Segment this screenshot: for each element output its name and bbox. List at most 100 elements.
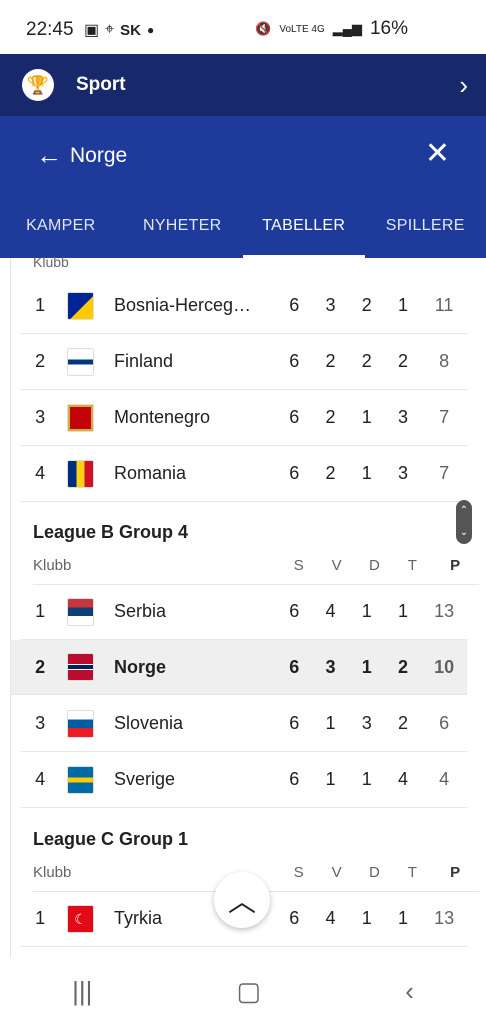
tab-tabeller[interactable]: TABELLER (243, 202, 365, 258)
team-name: Montenegro (113, 407, 211, 427)
rank: 2 (35, 351, 46, 371)
status-bar: 22:45 ▣ ⌖ SK ● 🔇 VoLTE 4G ▂▄▆ 16% (0, 0, 486, 54)
montenegro-flag-icon (67, 403, 94, 432)
battery-label: 16% (369, 18, 408, 39)
tab-nyheter[interactable]: NYHETER (142, 217, 222, 234)
chevron-up-icon: ︿ (227, 886, 256, 917)
carrier-label: SK (120, 21, 141, 39)
stat-d: 1 (361, 601, 372, 621)
tab-spillere[interactable]: SPILLERE (385, 217, 465, 234)
serbia-flag-icon (67, 597, 94, 626)
stat-d: 2 (361, 295, 372, 315)
stat-d: 1 (361, 407, 372, 427)
rank: 3 (35, 407, 46, 427)
stat-p: 7 (439, 463, 450, 483)
table-row[interactable]: 3 Montenegro 6 2 1 3 7 (21, 390, 467, 446)
dot-icon: ● (146, 23, 155, 37)
stat-p: 13 (434, 908, 455, 928)
stat-s: 6 (289, 601, 300, 621)
stat-s: 6 (289, 351, 300, 371)
finland-flag-icon (67, 347, 94, 376)
scroll-thumb[interactable]: ⌃ ⌄ (456, 500, 472, 544)
table-row[interactable]: 1 Serbia 6 4 1 1 13 (21, 584, 467, 640)
stat-p: 4 (439, 769, 450, 789)
team-name: Serbia (113, 601, 167, 621)
col-s: S (293, 863, 304, 881)
scroll-to-top-button[interactable]: ︿ (214, 872, 270, 928)
stat-d: 1 (361, 656, 372, 677)
table-row[interactable]: 1 ☾ Tyrkia 6 4 1 1 13 (21, 891, 467, 947)
stat-d: 2 (361, 351, 372, 371)
stat-t: 2 (398, 713, 409, 733)
norway-flag-icon (67, 653, 94, 681)
col-club: Klubb (33, 556, 72, 574)
group-title: League C Group 1 (33, 829, 189, 849)
stat-p: 6 (439, 713, 450, 733)
stat-s: 6 (289, 295, 300, 315)
status-right-icons: 🔇 VoLTE 4G ▂▄▆ 16% (255, 18, 408, 40)
stat-d: 1 (361, 908, 372, 928)
table-row[interactable]: 3 Slovenia 6 1 3 2 6 (21, 696, 467, 752)
stat-t: 1 (398, 295, 409, 315)
col-v: V (331, 556, 342, 574)
sport-bar[interactable]: 🏆 Sport › (0, 54, 486, 116)
partial-column-header: Klubb (33, 254, 69, 270)
col-d: D (369, 556, 380, 574)
col-p: P (450, 556, 461, 574)
group-title: League B Group 4 (33, 522, 189, 542)
stat-v: 2 (325, 463, 336, 483)
table-row-highlighted[interactable]: 2 Norge 6 3 1 2 10 (11, 640, 467, 695)
column-header: Klubb S V D T P (33, 546, 479, 585)
stat-t: 3 (398, 463, 409, 483)
romania-flag-icon (67, 459, 94, 488)
signal-icon: ▂▄▆ (332, 21, 362, 36)
tab-kamper[interactable]: KAMPER (26, 217, 96, 234)
stat-v: 4 (325, 908, 336, 928)
stat-s: 6 (289, 407, 300, 427)
stat-v: 4 (325, 601, 336, 621)
status-left-icons: ▣ ⌖ SK ● (84, 20, 154, 40)
col-v: V (331, 863, 342, 881)
col-p: P (450, 863, 461, 881)
trophy-icon: 🏆 (22, 69, 54, 101)
recent-apps-icon[interactable]: ||| (72, 975, 93, 1006)
back-arrow-icon[interactable]: ← (36, 140, 62, 170)
stat-t: 1 (398, 908, 409, 928)
tab-bar: KAMPER NYHETER TABELLER SPILLERE (0, 202, 486, 258)
chevron-right-icon[interactable]: › (459, 70, 468, 100)
team-name: Finland (113, 351, 174, 371)
status-time: 22:45 (26, 19, 74, 40)
table-row[interactable]: 4 Romania 6 2 1 3 7 (21, 446, 467, 502)
stat-d: 3 (361, 713, 372, 733)
col-s: S (293, 556, 304, 574)
stat-t: 1 (398, 601, 409, 621)
stat-s: 6 (289, 713, 300, 733)
col-t: T (407, 863, 417, 881)
stat-v: 3 (325, 656, 336, 677)
table-row[interactable]: 1 Bosnia-Herceg… 6 3 2 1 11 (21, 278, 467, 334)
rank: 1 (35, 295, 46, 315)
col-club: Klubb (33, 863, 72, 881)
stat-s: 6 (289, 463, 300, 483)
table-row[interactable]: 4 Sverige 6 1 1 4 4 (21, 752, 467, 808)
table-row[interactable]: 2 Finland 6 2 2 2 8 (21, 334, 467, 390)
stat-p: 13 (434, 601, 455, 621)
rank: 3 (35, 713, 46, 733)
team-header: ← Norge ✕ KAMPER NYHETER TABELLER SPILLE… (0, 116, 486, 258)
maps-icon: ⌖ (105, 21, 115, 38)
rank: 2 (35, 656, 46, 677)
sport-title: Sport (76, 74, 126, 95)
stat-p: 10 (434, 656, 455, 677)
home-icon[interactable]: ▢ (236, 975, 262, 1006)
col-t: T (407, 556, 417, 574)
team-name: Norge (113, 656, 166, 677)
stat-d: 1 (361, 463, 372, 483)
signal-label: VoLTE 4G (279, 23, 325, 35)
system-nav-bar: ||| ▢ ‹ (0, 958, 486, 1024)
close-icon[interactable]: ✕ (424, 137, 450, 170)
stat-t: 4 (398, 769, 409, 789)
stat-s: 6 (289, 908, 300, 928)
back-icon[interactable]: ‹ (405, 975, 414, 1006)
col-d: D (369, 863, 380, 881)
team-name: Romania (113, 463, 187, 483)
